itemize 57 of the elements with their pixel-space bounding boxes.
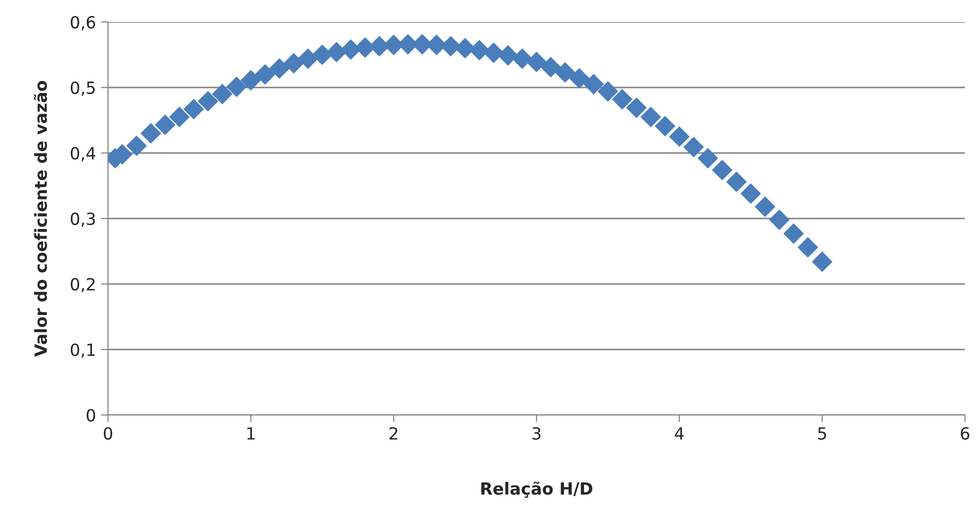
point [798,237,818,258]
x-tick-label: 0 [104,427,112,440]
point [454,38,476,58]
x-tick-label: 2 [390,427,398,440]
point [683,136,704,158]
point [312,44,333,66]
x-tick-label: 5 [818,427,826,440]
y-tick-label: 0,5 [70,81,95,96]
y-tick-label: 0,3 [70,212,95,227]
point [283,52,304,74]
point [540,56,562,78]
point [226,76,247,98]
point [526,52,547,72]
point [554,62,576,83]
point [626,98,647,118]
point [126,135,147,156]
point [569,68,590,89]
point [140,123,162,144]
point [754,196,776,218]
point [469,40,490,60]
point [498,45,518,66]
point [183,98,204,120]
point [269,58,290,79]
point [154,114,176,136]
point [198,90,218,112]
point [240,70,262,91]
x-tick-label: 3 [532,427,540,440]
point [326,42,347,62]
y-tick-label: 0,4 [70,146,96,162]
point [298,48,318,69]
point [812,251,832,272]
point [598,81,618,102]
point [254,64,276,85]
x-axis-title: Relação H/D [481,482,592,498]
point [612,88,632,110]
point [512,48,533,69]
point [669,126,690,147]
point [740,183,762,204]
y-tick-label: 0,6 [70,16,96,30]
y-axis-title: Valor do coeficiente de vazão [34,80,48,357]
x-tick-label: 4 [674,427,684,440]
y-tick-label: 0,1 [70,343,95,358]
x-tick-label: 6 [960,427,970,440]
point [698,148,718,169]
point [654,116,676,136]
y-tick-label: 0 [86,408,96,422]
point [583,74,604,95]
point [769,210,790,230]
y-tick-label: 0,2 [70,278,95,292]
point [783,223,804,244]
point [483,42,504,64]
point [726,172,747,192]
point [212,84,233,104]
x-tick-label: 1 [247,427,255,440]
point [712,160,732,180]
point [640,106,662,128]
point [169,106,190,128]
